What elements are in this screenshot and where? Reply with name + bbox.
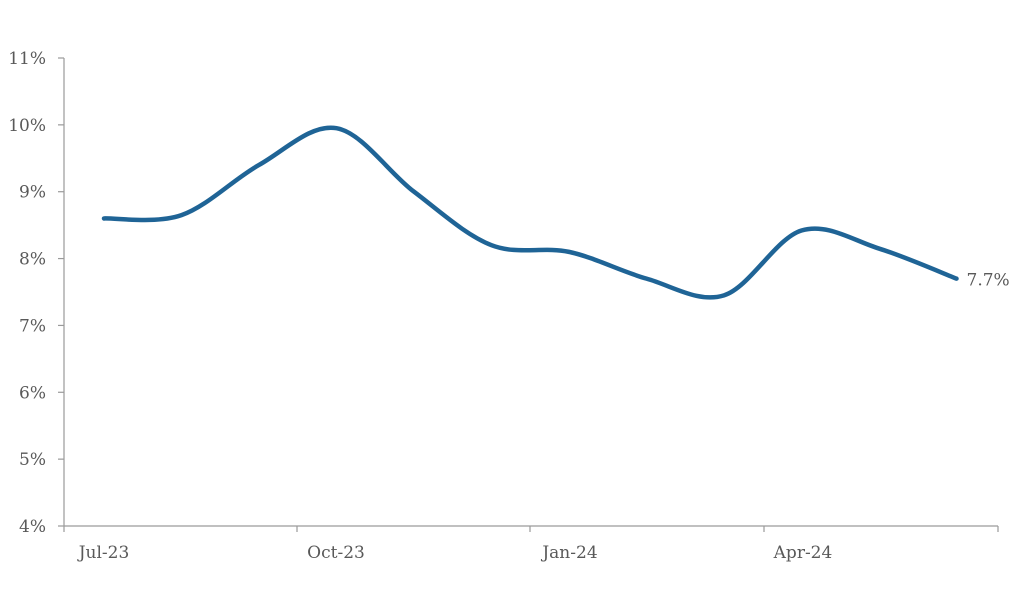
x-tick-label: Jan-24 xyxy=(540,543,597,563)
y-tick-label: 4% xyxy=(19,517,46,537)
y-tick-label: 5% xyxy=(19,450,46,470)
y-tick-label: 6% xyxy=(19,383,46,403)
y-tick-label: 9% xyxy=(19,183,46,203)
x-tick-label: Apr-24 xyxy=(773,543,833,563)
y-tick-label: 8% xyxy=(19,250,46,270)
series-group xyxy=(101,125,959,300)
series-line xyxy=(101,125,959,300)
x-axis: Jul-23 Oct-23 Jan-24 Apr-24 xyxy=(63,525,999,563)
x-tick-label: Jul-23 xyxy=(77,543,130,563)
end-value-label: 7.7% xyxy=(967,271,1010,291)
y-tick-label: 10% xyxy=(8,116,46,136)
x-tick-label: Oct-23 xyxy=(307,543,365,563)
y-axis: 11% 10% 9% 8% 7% 6% 5% 4% xyxy=(8,49,65,537)
y-tick-label: 7% xyxy=(19,316,46,336)
y-tick-label: 11% xyxy=(8,49,46,69)
